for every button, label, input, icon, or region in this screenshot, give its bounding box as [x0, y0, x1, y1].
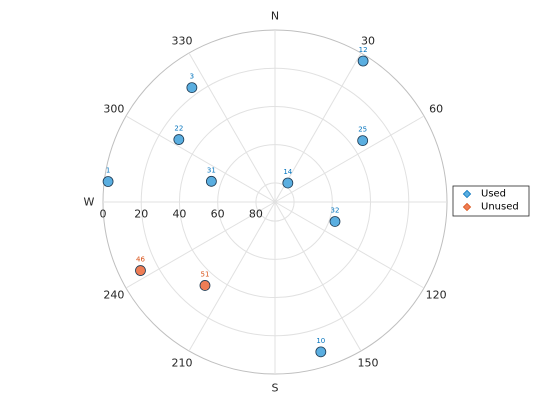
azimuth-tick-label: 150 — [358, 357, 379, 370]
azimuth-tick-label: 300 — [103, 103, 124, 116]
elevation-tick-label: 40 — [172, 208, 186, 221]
satellite-prn-label: 14 — [283, 168, 292, 176]
azimuth-tick-label: N — [271, 10, 279, 23]
azimuth-spoke-150 — [274, 201, 362, 352]
elevation-tick-label: 0 — [100, 208, 107, 221]
legend-box — [452, 185, 530, 217]
legend-label-used: Used — [481, 189, 506, 200]
used-satellite-marker — [186, 82, 198, 93]
azimuth-tick-label: 240 — [103, 289, 124, 302]
azimuth-spoke-240 — [125, 201, 276, 289]
azimuth-tick-labels: N3060E120150S210240W300330 — [84, 10, 465, 395]
satellite-prn-label: 1 — [106, 167, 110, 175]
used-satellite-marker — [357, 55, 369, 67]
used-satellite-marker — [205, 175, 217, 187]
satellite-prn-label: 12 — [359, 46, 368, 54]
elevation-tick-labels: 0 20 40 60 80 — [100, 208, 263, 221]
polar-grid — [102, 29, 448, 375]
used-satellite-marker — [282, 177, 294, 189]
azimuth-tick-label: 210 — [172, 357, 193, 370]
azimuth-spoke-30 — [274, 52, 362, 203]
satellite-prn-label: 31 — [207, 166, 216, 174]
elevation-tick-label: 20 — [134, 208, 148, 221]
used-satellite-marker — [173, 134, 185, 145]
azimuth-spoke-330 — [188, 52, 276, 203]
satellite-prn-label: 10 — [316, 337, 325, 345]
azimuth-tick-label: 30 — [361, 34, 375, 47]
elevation-tick-label: 60 — [211, 208, 225, 221]
azimuth-spoke-120 — [274, 201, 425, 289]
azimuth-tick-label: 330 — [172, 34, 193, 47]
azimuth-spoke-210 — [188, 201, 276, 352]
legend-marker-used — [462, 189, 472, 199]
legend-label-unused: Unused — [481, 202, 519, 213]
azimuth-spoke-300 — [125, 115, 276, 203]
unused-satellite-marker — [135, 265, 146, 276]
satellite-prn-label: 25 — [358, 126, 367, 134]
legend-marker-unused — [462, 202, 472, 212]
satellite-prn-label: 32 — [331, 206, 340, 214]
satellite-prn-label: 3 — [190, 73, 194, 81]
azimuth-tick-label: S — [272, 382, 279, 395]
unused-satellite-marker — [199, 280, 211, 291]
legend: Used Unused — [452, 185, 530, 217]
satellite-prn-label: 22 — [174, 125, 183, 133]
azimuth-tick-label: W — [84, 196, 95, 209]
satellite-prn-label: 46 — [136, 256, 145, 264]
elevation-tick-label: 80 — [249, 208, 263, 221]
azimuth-tick-label: 120 — [426, 289, 447, 302]
used-satellite-marker — [102, 176, 114, 187]
used-satellite-marker — [315, 346, 327, 358]
used-satellite-marker — [329, 216, 341, 227]
satellite-prn-label: 51 — [201, 270, 210, 278]
azimuth-spoke-60 — [274, 115, 425, 203]
used-satellite-marker — [357, 135, 369, 147]
azimuth-tick-label: 60 — [429, 103, 443, 116]
